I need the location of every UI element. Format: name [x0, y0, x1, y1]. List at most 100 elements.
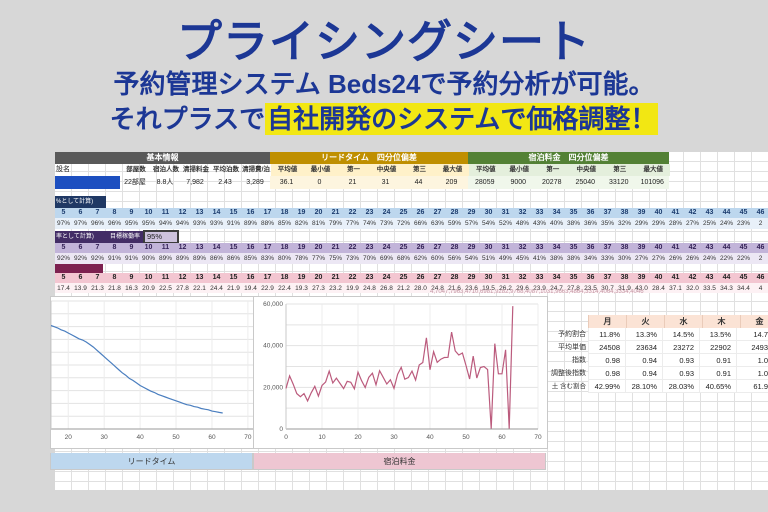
- day-number: 24: [382, 244, 391, 251]
- day-number: 40: [654, 209, 663, 216]
- price-column-header: 最小値: [509, 166, 530, 173]
- index-value: 0.91: [699, 354, 736, 367]
- target-percent: 27%: [634, 255, 648, 262]
- target-percent: 75%: [328, 255, 342, 262]
- target-percent: 89%: [158, 255, 172, 262]
- price-values: 28059 9000 20278 25040 33120 101096: [468, 176, 669, 189]
- leadtime-column-header: 第一: [347, 166, 360, 173]
- leadtime-columns: 平均値 最小値 第一 中央値 第三 最大値: [271, 164, 469, 176]
- day-number: 41: [671, 209, 680, 216]
- day-number: 42: [688, 244, 697, 251]
- day-number: 40: [654, 274, 663, 281]
- day-number: 11: [161, 244, 170, 251]
- basic-info-columns: 部屋数 宿泊人数 清掃料金 平均泊数 清掃費/泊: [121, 164, 271, 176]
- target-percent: 70%: [362, 255, 376, 262]
- weekday-header-spacer: [550, 315, 588, 328]
- day-number: 46: [756, 244, 765, 251]
- day-number: 27: [433, 209, 442, 216]
- price-per-day: 28.0: [414, 285, 427, 292]
- index-value: 0.93: [662, 354, 699, 367]
- target-percent: 68%: [396, 255, 410, 262]
- price-column-header: 第三: [613, 166, 627, 173]
- target-percent: 54%: [464, 255, 478, 262]
- price-per-day: 21.8: [108, 285, 121, 292]
- svg-text:20: 20: [354, 434, 362, 441]
- spreadsheet: 基本情報 リードタイム 四分位偏差 宿泊料金 四分位偏差 設名 部屋数 宿泊人数清…: [50, 152, 768, 490]
- day-number: 33: [535, 274, 544, 281]
- day-number: 30: [484, 274, 493, 281]
- day-number: 21: [331, 274, 340, 281]
- occupancy-percent: 66%: [413, 220, 427, 227]
- leadtime-value: 36.1: [279, 179, 294, 186]
- day-number: 39: [637, 209, 646, 216]
- target-percent: 86%: [226, 255, 240, 262]
- occupancy-percent: 73%: [379, 220, 393, 227]
- row-label: 予約割合: [558, 331, 586, 338]
- occupancy-percent: 82%: [294, 220, 308, 227]
- basic-value: 7,982: [186, 179, 204, 186]
- target-occupancy-label: 目標稼働率: [105, 231, 144, 243]
- price-per-day: 26.2: [499, 285, 512, 292]
- target-percent: 22%: [736, 255, 750, 262]
- row-label: 調整後指数: [551, 370, 586, 377]
- weekday-row-booking-ratio: 予約割合 11.8% 13.3% 14.5% 13.5% 14.7: [550, 328, 768, 341]
- day-number: 9: [129, 209, 134, 216]
- day-number: 10: [144, 209, 153, 216]
- price-chart: 0 10 20 30 40 50 60 70 0 20,000 40,000 60,000: [263, 301, 542, 441]
- occupancy-percent: 32%: [617, 220, 631, 227]
- facility-name-label: 設名: [56, 166, 70, 173]
- target-percent: 38%: [549, 255, 563, 262]
- occupancy-percent: 94%: [175, 220, 189, 227]
- day-number: 6: [78, 209, 83, 216]
- target-percent: 92%: [56, 255, 70, 262]
- leadtime-caption: リードタイム: [50, 453, 253, 470]
- day-number: 28: [450, 244, 459, 251]
- leadtime-column-header: 中央値: [376, 166, 397, 173]
- target-percent: 27%: [651, 255, 665, 262]
- day-number: 15: [229, 209, 238, 216]
- day-number: 39: [637, 274, 646, 281]
- occupancy-percent: 35%: [600, 220, 614, 227]
- leadtime-value: 21: [348, 179, 357, 186]
- price-per-day: 22.4: [278, 285, 291, 292]
- day-number: 25: [399, 209, 408, 216]
- price-chart-box: 0 10 20 30 40 50 60 70 0 20,000 40,000 60,000: [253, 296, 548, 449]
- occupancy-percent: 54%: [481, 220, 495, 227]
- target-occupancy-cell[interactable]: 95%: [143, 230, 179, 244]
- occupancy-percent: 97%: [56, 220, 70, 227]
- day-number: 30: [484, 244, 493, 251]
- leadtime-column-header: 平均値: [277, 166, 298, 173]
- price-per-day: 27.8: [567, 285, 580, 292]
- price-per-day: 16.3: [125, 285, 138, 292]
- occupancy-percent: 77%: [345, 220, 359, 227]
- occupancy-percent: 74%: [362, 220, 376, 227]
- price-value: 25040: [575, 179, 595, 186]
- target-percent: 90%: [141, 255, 155, 262]
- index-value: 0.94: [625, 354, 662, 367]
- target-percent: 69%: [379, 255, 393, 262]
- target-percent: 80%: [277, 255, 291, 262]
- price-per-day: 22.1: [193, 285, 206, 292]
- occupancy-percent: 88%: [260, 220, 274, 227]
- basic-column-header: 平均泊数: [213, 166, 239, 173]
- occupancy-percent: 57%: [464, 220, 478, 227]
- basic-column-header: 清掃費/泊: [242, 166, 270, 173]
- price-per-day: 33.5: [703, 285, 716, 292]
- day-number: 14: [212, 274, 221, 281]
- day-number: 40: [654, 244, 663, 251]
- occupancy-percent: 85%: [277, 220, 291, 227]
- column-header-row: 設名 部屋数 宿泊人数 清掃料金 平均泊数 清掃費/泊 平均値 最小値 第一 中央値 第三 最大値…: [55, 164, 670, 176]
- price-per-day: 19.4: [244, 285, 257, 292]
- occupancy-percent: 63%: [430, 220, 444, 227]
- row-label: 指数: [572, 357, 586, 364]
- target-percent: 24%: [702, 255, 716, 262]
- adjusted-index-value: 0.91: [699, 367, 736, 380]
- target-percent: 56%: [447, 255, 461, 262]
- booking-ratio-value: 13.5%: [699, 328, 736, 341]
- price-section-header: 宿泊料金 四分位偏差: [468, 152, 669, 164]
- basic-value: 2.43: [218, 179, 232, 186]
- booking-ratio-value: 13.3%: [625, 328, 662, 341]
- day-number: 16: [246, 274, 255, 281]
- booking-ratio-value: 14.7: [736, 328, 768, 341]
- day-number: 35: [569, 209, 578, 216]
